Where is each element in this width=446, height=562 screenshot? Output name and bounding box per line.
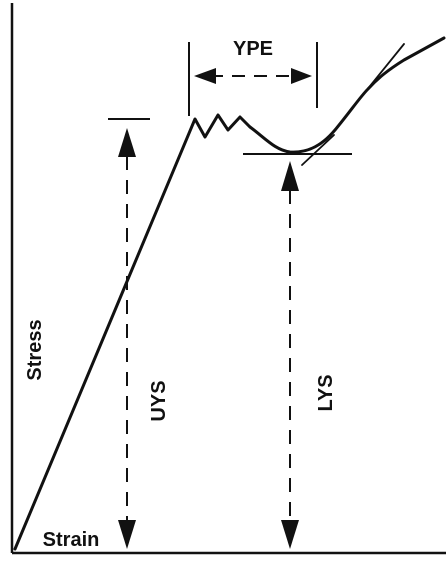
strain-axis-label: Strain [43, 529, 100, 551]
uys-down-arrowhead [118, 520, 136, 549]
uys-dimension [118, 128, 136, 549]
ype-right-arrowhead [291, 68, 312, 84]
lower-yield-tangent [301, 134, 335, 166]
yield-plateau-and-hardening-curve [248, 36, 446, 154]
ype-label: YPE [233, 38, 273, 60]
stress-axis-label: Stress [24, 319, 46, 380]
lys-label: LYS [315, 374, 337, 411]
elastic-and-yield-curve [13, 113, 252, 551]
reference-ticks [108, 118, 352, 155]
axes [10, 3, 446, 555]
uys-label: UYS [148, 380, 170, 421]
hardening-tangent [361, 43, 405, 97]
lys-dimension [281, 161, 299, 549]
curve [13, 36, 446, 551]
lys-up-arrowhead [281, 161, 299, 191]
lys-down-arrowhead [281, 520, 299, 549]
uys-up-arrowhead [118, 128, 136, 157]
ype-bracket [188, 42, 318, 116]
ype-left-arrowhead [194, 68, 216, 84]
